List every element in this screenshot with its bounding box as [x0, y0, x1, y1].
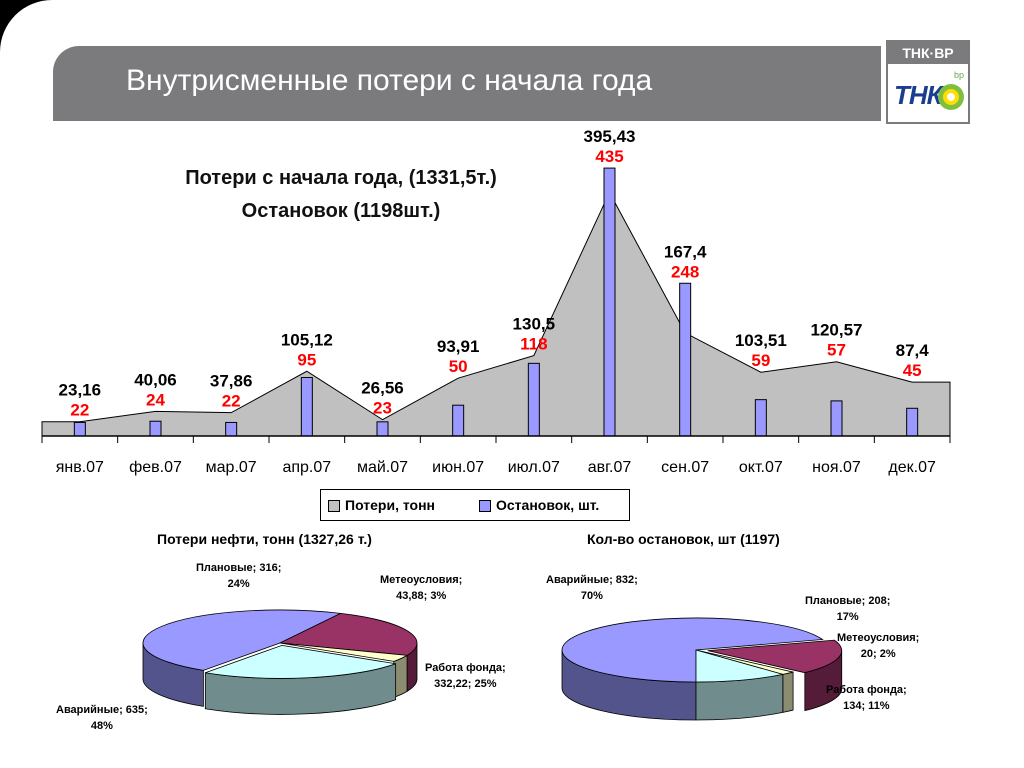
x-tick-label: апр.07 [282, 459, 331, 476]
x-tick-label: дек.07 [888, 459, 936, 476]
x-tick-label: янв.07 [56, 459, 104, 476]
company-logo: ТНК·ВР ТНК bp [886, 40, 970, 124]
pie1-slice [279, 642, 409, 662]
stops-data-label: 24 [146, 390, 165, 409]
logo-text: ТНК·ВР [888, 42, 968, 64]
losses-data-label: 130,5 [513, 315, 556, 334]
losses-data-label: 37,86 [210, 372, 253, 391]
pie2-slice [707, 639, 843, 674]
pie1-slice [278, 612, 418, 656]
legend-label-stops: Остановок, шт. [496, 497, 600, 513]
stops-data-label: 57 [827, 341, 846, 360]
losses-data-label: 120,57 [811, 321, 863, 340]
pie1-slice [142, 609, 343, 671]
stops-data-label: 59 [751, 351, 770, 370]
losses-data-label: 23,16 [59, 381, 102, 400]
x-tick-label: авг.07 [588, 459, 632, 476]
losses-data-label: 40,06 [134, 370, 177, 389]
stops-data-label: 50 [449, 357, 468, 376]
pie2-title: Кол-во остановок, шт (1197) [587, 531, 780, 547]
legend-label-losses: Потери, тонн [345, 497, 435, 513]
main-chart-heading-line2: Остановок (1198шт.) [241, 200, 441, 222]
x-tick-label: сен.07 [661, 459, 709, 476]
pie1-title: Потери нефти, тонн (1327,26 т.) [157, 531, 372, 547]
bp-helios-icon [938, 84, 964, 110]
pie2-slice [561, 617, 824, 683]
x-tick-label: окт.07 [739, 459, 783, 476]
title-bar: Внутрисменные потери с начала года [53, 46, 881, 121]
pie2-slice [695, 649, 783, 683]
losses-data-label: 103,51 [735, 331, 787, 350]
stops-data-label: 248 [671, 262, 699, 281]
stops-data-label: 435 [595, 147, 623, 166]
legend-swatch-losses [328, 500, 340, 512]
x-tick-label: июл.07 [508, 459, 560, 476]
losses-data-label: 87,4 [896, 341, 930, 360]
pie1-label-emergency: Аварийные; 635; 48% [56, 704, 148, 732]
stops-data-label: 22 [222, 392, 241, 411]
losses-data-label: 167,4 [664, 242, 707, 261]
page-title: Внутрисменные потери с начала года [126, 64, 653, 97]
stops-data-label: 118 [520, 335, 547, 354]
losses-area [41, 191, 951, 437]
x-tick-label: фев.07 [129, 459, 182, 476]
pie2-slice-side [782, 671, 794, 713]
pie1-label-planned: Плановые; 316; 24% [196, 562, 282, 590]
x-tick-label: ноя.07 [812, 459, 861, 476]
pie1-label-well-work: Работа фонда; 332,22; 25% [425, 662, 506, 690]
main-chart-heading-line1: Потери с начала года, (1331,5т.) [185, 167, 497, 189]
losses-data-label: 105,12 [281, 330, 333, 349]
pie2-label-planned: Плановые; 208; 17% [805, 595, 891, 623]
logo-tnk-mark: ТНК [894, 80, 943, 110]
pie1-slice [205, 644, 396, 679]
losses-data-label: 93,91 [437, 337, 480, 356]
stops-data-label: 45 [903, 361, 922, 380]
pie2-label-emergency: Аварийные; 832; 70% [546, 574, 638, 602]
legend-swatch-stops [479, 500, 491, 512]
stops-data-label: 95 [297, 350, 316, 369]
stops-data-label: 23 [373, 399, 392, 418]
stops-data-label: 22 [70, 401, 89, 420]
logo-bp-text: bp [954, 70, 965, 80]
x-tick-label: май.07 [357, 459, 408, 476]
main-chart-heading: Потери с начала года, (1331,5т.) Останов… [96, 162, 586, 228]
pie1-label-weather: Метеоусловия; 43,88; 3% [380, 574, 463, 602]
losses-data-label: 26,56 [361, 379, 404, 398]
pie2-label-well-work: Работа фонда; 134; 11% [826, 684, 907, 712]
pie2-label-weather: Метеоусловия; 20; 2% [837, 632, 920, 660]
x-tick-label: мар.07 [206, 459, 257, 476]
x-tick-label: июн.07 [432, 459, 484, 476]
losses-data-label: 395,43 [584, 127, 636, 146]
chart-legend: Потери, тонн Остановок, шт. [320, 489, 630, 521]
